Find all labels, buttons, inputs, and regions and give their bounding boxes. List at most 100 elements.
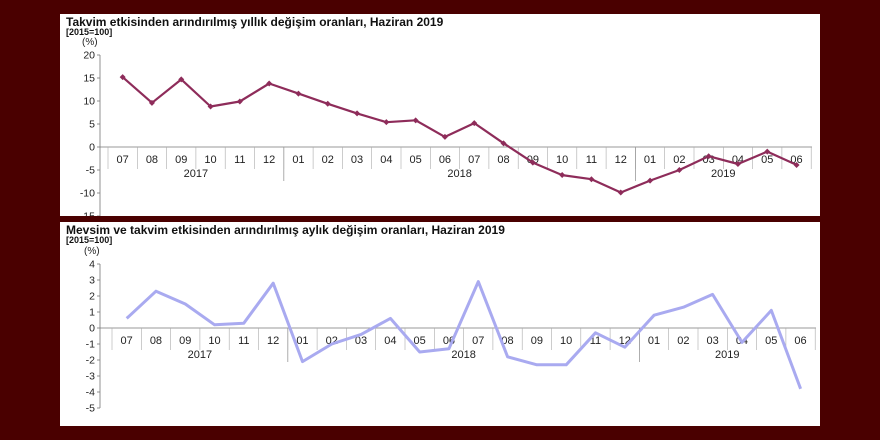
data-point (412, 117, 419, 124)
x-tick-label: 03 (355, 335, 367, 347)
x-tick-label: 03 (351, 154, 363, 166)
x-tick-label: 07 (117, 154, 129, 166)
y-tick-label: 4 (89, 259, 95, 271)
series-line (121, 76, 798, 194)
x-tick-label: 05 (410, 154, 422, 166)
x-tick-label: 05 (761, 154, 773, 166)
x-tick-label: 12 (615, 154, 627, 166)
x-tick-label: 12 (263, 154, 275, 166)
x-tick-label: 02 (322, 154, 334, 166)
x-tick-label: 07 (121, 335, 133, 347)
y-tick-label: -1 (86, 339, 95, 351)
data-point (471, 120, 478, 127)
x-tick-label: 10 (560, 335, 572, 347)
data-point (705, 153, 712, 160)
data-point (793, 161, 800, 168)
data-point (324, 100, 331, 107)
x-tick-label: 09 (179, 335, 191, 347)
y-tick-label: -5 (86, 403, 95, 415)
data-point (676, 167, 683, 173)
x-tick-label: 08 (146, 154, 158, 166)
x-tick-label: 01 (292, 154, 304, 166)
x-tick-label: 01 (644, 154, 656, 166)
data-point (500, 140, 507, 147)
y-tick-label: 0 (89, 323, 95, 335)
y-tick-label: 1 (89, 307, 95, 319)
x-tick-label: 03 (707, 335, 719, 347)
x-tick-label: 11 (586, 154, 597, 166)
x-tick-label: 04 (384, 335, 396, 347)
x-tick-label: 05 (765, 335, 777, 347)
data-point (588, 176, 595, 183)
x-tick-label: 01 (296, 335, 308, 347)
series-line (125, 280, 803, 390)
year-label: 2019 (711, 168, 735, 180)
x-tick-label: 11 (590, 335, 601, 347)
data-point (266, 80, 273, 87)
x-tick-label: 01 (648, 335, 660, 347)
x-tick-label: 02 (673, 154, 685, 166)
data-point (207, 103, 214, 110)
x-tick-label: 06 (439, 154, 451, 166)
chart-subtitle: [2015=100] (66, 235, 113, 245)
data-point (383, 119, 390, 126)
x-tick-label: 11 (234, 154, 245, 166)
y-tick-label: 3 (89, 275, 95, 287)
chart-title: Mevsim ve takvim etkisinden arındırılmış… (66, 223, 505, 237)
y-tick-label: 2 (89, 291, 95, 303)
x-tick-label: 10 (208, 335, 220, 347)
year-label: 2018 (451, 349, 475, 361)
data-point (148, 99, 155, 106)
data-point (617, 189, 624, 196)
x-tick-label: 11 (238, 335, 249, 347)
y-tick-label: 5 (89, 119, 95, 131)
y-axis-label: (%) (82, 37, 98, 48)
y-tick-label: -4 (86, 387, 95, 399)
data-point (295, 90, 302, 97)
year-label: 2017 (188, 349, 212, 361)
data-point (529, 159, 536, 166)
x-tick-label: 09 (175, 154, 187, 166)
y-tick-label: -5 (86, 165, 95, 177)
y-tick-label: -2 (86, 355, 95, 367)
x-tick-label: 07 (468, 154, 480, 166)
x-tick-label: 07 (472, 335, 484, 347)
annual-change-line-chart: (%) 20 15 10 5 0 -5 -10 -15 07 08 09 10 11 12 01 02 03 04 0… (80, 37, 812, 217)
x-tick-label: 08 (497, 154, 509, 166)
y-tick-label: -10 (80, 188, 95, 200)
annual-change-chart-panel: Takvim etkisinden arındırılmış yıllık de… (60, 14, 820, 216)
monthly-change-chart-panel: Mevsim ve takvim etkisinden arındırılmış… (60, 222, 820, 426)
x-tick-label: 10 (204, 154, 216, 166)
data-point (559, 172, 566, 179)
data-point (236, 98, 243, 105)
year-label: 2017 (184, 168, 208, 180)
y-tick-label: 0 (89, 142, 95, 154)
data-point (764, 148, 771, 155)
chart-subtitle: [2015=100] (66, 27, 113, 37)
x-tick-label: 04 (380, 154, 392, 166)
y-tick-label: -3 (86, 371, 95, 383)
y-tick-label: 15 (83, 73, 95, 85)
x-tick-label: 05 (414, 335, 426, 347)
chart-title: Takvim etkisinden arındırılmış yıllık de… (66, 15, 444, 29)
data-point (441, 133, 448, 140)
data-point (647, 177, 654, 184)
x-tick-label: 08 (150, 335, 162, 347)
data-point (734, 161, 741, 168)
x-tick-label: 09 (531, 335, 543, 347)
y-tick-label: -15 (80, 211, 95, 217)
y-axis-label: (%) (84, 246, 100, 257)
data-point (178, 76, 185, 83)
x-tick-label: 12 (267, 335, 279, 347)
year-label: 2018 (447, 168, 471, 180)
x-tick-label: 02 (677, 335, 689, 347)
data-point (119, 74, 126, 81)
data-point (354, 110, 361, 117)
y-tick-label: 10 (83, 96, 95, 108)
x-tick-label: 06 (794, 335, 806, 347)
x-tick-label: 10 (556, 154, 568, 166)
x-tick-label: 08 (501, 335, 513, 347)
year-label: 2019 (715, 349, 739, 361)
y-tick-label: 20 (83, 50, 95, 62)
